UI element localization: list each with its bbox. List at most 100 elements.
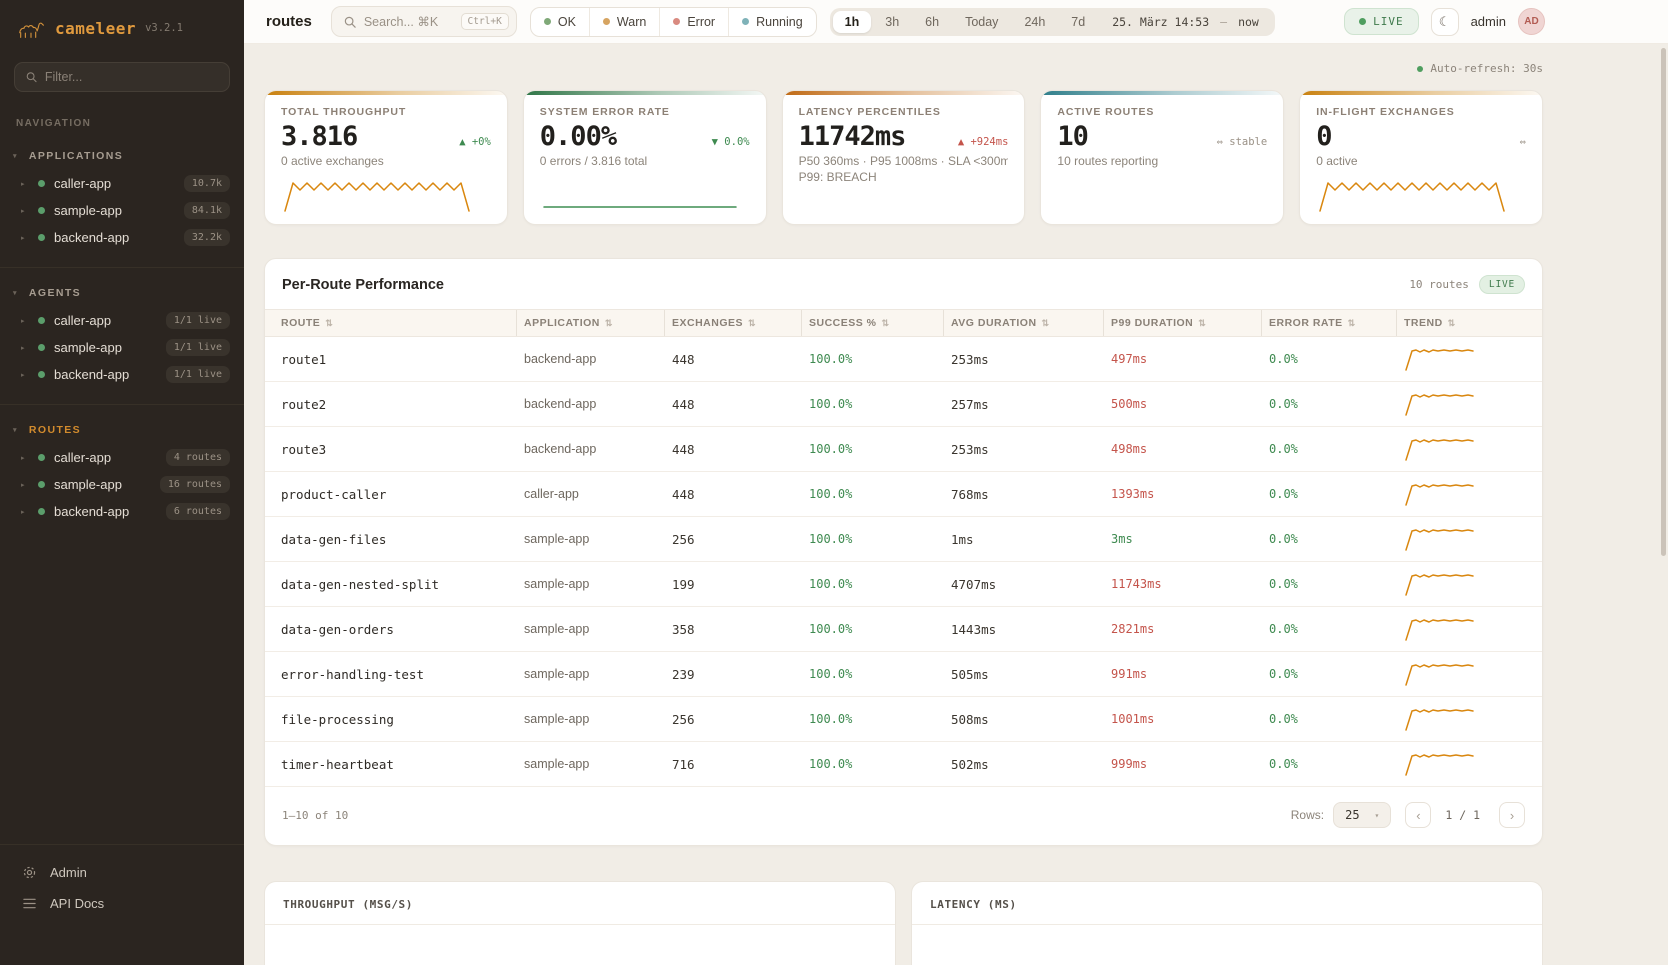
- sort-icon: ⇅: [604, 317, 613, 328]
- table-row[interactable]: route2 backend-app 448 100.0% 257ms 500m…: [265, 382, 1542, 427]
- section-label: AGENTS: [28, 287, 82, 299]
- nav-section-agents: ▾ AGENTS ▸ caller-app 1/1 live ▸ sample-…: [0, 267, 244, 400]
- section-header-applications[interactable]: ▾ APPLICATIONS: [0, 145, 244, 170]
- kpi-subtitle: 0 active: [1316, 154, 1358, 168]
- running-dot-icon: [742, 18, 750, 25]
- kpi-system-error-rate: SYSTEM ERROR RATE 0.00% ▼ 0.0% 0 errors …: [522, 90, 767, 225]
- filter-ok[interactable]: OK: [531, 8, 589, 36]
- next-page-button[interactable]: ›: [1499, 802, 1525, 828]
- filter-input[interactable]: [44, 70, 218, 84]
- kpi-delta: ▲ +924ms: [957, 136, 1009, 148]
- table-row[interactable]: route3 backend-app 448 100.0% 253ms 498m…: [265, 427, 1542, 472]
- status-filter-group: OK Warn Error Running: [529, 6, 817, 37]
- column-header-application[interactable]: APPLICATION ⇅: [516, 310, 672, 336]
- filter-label: Warn: [616, 14, 647, 29]
- time-range-today[interactable]: Today: [965, 14, 999, 29]
- latency-chart-panel: LATENCY (MS): [911, 881, 1543, 965]
- section-header-routes[interactable]: ▾ ROUTES: [0, 419, 244, 444]
- sidebar-item-api-docs[interactable]: API Docs: [0, 888, 244, 919]
- p99-duration-value: 1393ms: [1111, 487, 1155, 501]
- sidebar-item-agent-caller[interactable]: ▸ caller-app 1/1 live: [0, 307, 244, 334]
- sort-icon: ⇅: [881, 317, 890, 328]
- chevron-down-icon: ▾: [1374, 810, 1380, 820]
- kpi-subtitle: 0 errors / 3.816 total: [539, 154, 648, 168]
- time-range-7d[interactable]: 7d: [1071, 14, 1086, 29]
- p99-duration-value: 11743ms: [1111, 577, 1162, 591]
- live-label: LIVE: [1373, 15, 1404, 28]
- column-header-error-rate[interactable]: ERROR RATE ⇅: [1261, 310, 1404, 336]
- item-label: backend-app: [54, 367, 130, 382]
- filter-error[interactable]: Error: [659, 7, 728, 36]
- status-dot: [38, 481, 45, 488]
- table-row[interactable]: file-processing sample-app 256 100.0% 50…: [265, 697, 1542, 742]
- table-row[interactable]: error-handling-test sample-app 239 100.0…: [265, 652, 1542, 697]
- sidebar-item-agent-sample[interactable]: ▸ sample-app 1/1 live: [0, 334, 244, 361]
- table-row[interactable]: route1 backend-app 448 100.0% 253ms 497m…: [265, 337, 1542, 382]
- status-dot: [38, 207, 45, 214]
- item-badge: 1/1 live: [165, 366, 230, 383]
- exchanges-value: 716: [672, 756, 695, 772]
- sidebar-item-agent-backend[interactable]: ▸ backend-app 1/1 live: [0, 361, 244, 388]
- sidebar-item-app-caller[interactable]: ▸ caller-app 10.7k: [0, 170, 244, 197]
- chevron-right-icon: ▸: [21, 454, 25, 462]
- prev-page-button[interactable]: ‹: [1405, 802, 1432, 828]
- sidebar-item-admin[interactable]: Admin: [0, 857, 244, 888]
- sidebar: cameleer v3.2.1 NAVIGATION ▾ APPLICATION…: [0, 0, 244, 965]
- table-row[interactable]: data-gen-orders sample-app 358 100.0% 14…: [265, 607, 1542, 652]
- column-header-success[interactable]: SUCCESS % ⇅: [801, 310, 951, 336]
- sidebar-item-routes-sample[interactable]: ▸ sample-app 16 routes: [0, 471, 244, 498]
- chevron-right-icon: ▸: [21, 317, 25, 325]
- success-value: 100.0%: [809, 487, 853, 501]
- sidebar-item-app-backend[interactable]: ▸ backend-app 32.2k: [0, 224, 244, 251]
- avatar[interactable]: AD: [1518, 8, 1545, 35]
- time-dash: —: [1220, 14, 1228, 29]
- section-header-agents[interactable]: ▾ AGENTS: [0, 282, 244, 307]
- sparkline-chart: [1319, 182, 1505, 212]
- sidebar-item-routes-backend[interactable]: ▸ backend-app 6 routes: [0, 498, 244, 525]
- route-name: product-caller: [281, 486, 387, 502]
- chevron-left-icon: ‹: [1416, 807, 1421, 823]
- kpi-delta: ▲ +0%: [459, 136, 491, 148]
- sidebar-item-app-sample[interactable]: ▸ sample-app 84.1k: [0, 197, 244, 224]
- p99-duration-value: 497ms: [1111, 352, 1148, 366]
- column-header-route[interactable]: ROUTE ⇅: [281, 317, 524, 329]
- avg-duration-value: 253ms: [951, 351, 989, 367]
- scrollbar[interactable]: [1661, 48, 1666, 556]
- table-row[interactable]: product-caller caller-app 448 100.0% 768…: [265, 472, 1542, 517]
- table-row[interactable]: data-gen-nested-split sample-app 199 100…: [265, 562, 1542, 607]
- column-header-avg-duration[interactable]: AVG DURATION ⇅: [943, 310, 1111, 336]
- time-range-24h[interactable]: 24h: [1024, 14, 1046, 29]
- panel-title: Per-Route Performance: [282, 276, 444, 293]
- chevron-down-icon: ▾: [13, 290, 18, 297]
- column-header-trend[interactable]: TREND ⇅: [1396, 310, 1542, 336]
- time-range-3h[interactable]: 3h: [885, 14, 900, 29]
- sort-icon: ⇅: [1347, 317, 1356, 328]
- time-range-1h[interactable]: 1h: [832, 10, 872, 33]
- table-row[interactable]: data-gen-files sample-app 256 100.0% 1ms…: [265, 517, 1542, 562]
- throughput-chart-panel: THROUGHPUT (MSG/S): [264, 881, 896, 965]
- global-search[interactable]: Search... ⌘K Ctrl+K: [330, 6, 517, 37]
- filter-label: OK: [557, 14, 576, 29]
- accent-bar: [1041, 91, 1284, 95]
- theme-toggle-button[interactable]: ☾: [1430, 7, 1459, 36]
- avg-duration-value: 1ms: [951, 531, 974, 547]
- topbar-right: LIVE ☾ admin AD: [1344, 7, 1545, 36]
- column-header-p99-duration[interactable]: P99 DURATION ⇅: [1103, 310, 1269, 336]
- column-label: P99 DURATION: [1111, 317, 1194, 329]
- p99-duration-value: 2821ms: [1111, 622, 1155, 636]
- chevron-right-icon: ▸: [21, 371, 25, 379]
- item-label: caller-app: [54, 313, 112, 328]
- sidebar-item-routes-caller[interactable]: ▸ caller-app 4 routes: [0, 444, 244, 471]
- status-dot: [38, 180, 45, 187]
- sidebar-filter[interactable]: [14, 62, 230, 92]
- success-value: 100.0%: [809, 352, 853, 366]
- rows-per-page-select[interactable]: 25 ▾: [1333, 802, 1392, 828]
- p99-duration-value: 1001ms: [1111, 712, 1155, 726]
- filter-label: Running: [756, 14, 803, 29]
- table-row[interactable]: timer-heartbeat sample-app 716 100.0% 50…: [265, 742, 1542, 787]
- column-header-exchanges[interactable]: EXCHANGES ⇅: [664, 310, 809, 336]
- time-range-6h[interactable]: 6h: [925, 14, 940, 29]
- sort-icon: ⇅: [748, 317, 757, 328]
- filter-running[interactable]: Running: [728, 7, 816, 36]
- filter-warn[interactable]: Warn: [588, 7, 659, 36]
